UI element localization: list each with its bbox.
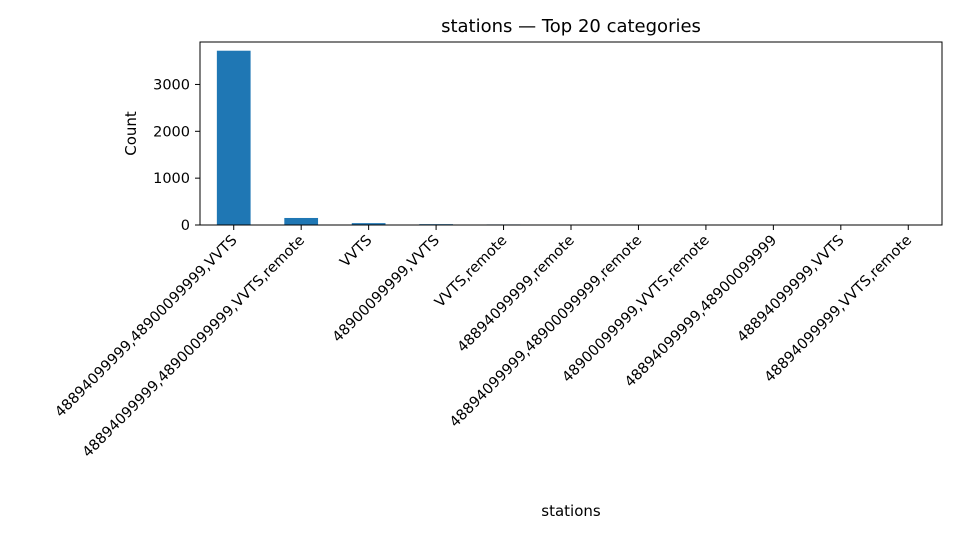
y-tick-label: 3000	[153, 77, 190, 93]
y-axis-label: Count	[122, 111, 140, 156]
plot-frame	[199, 41, 943, 226]
x-tick-label: 48894099999,remote	[455, 232, 578, 355]
chart-title: stations — Top 20 categories	[441, 16, 701, 37]
y-tick-label: 2000	[153, 124, 190, 140]
y-tick-label: 0	[181, 218, 190, 234]
x-tick-label: 48894099999,VVTS,remote	[762, 232, 915, 385]
bars	[216, 50, 926, 226]
x-tick-label: 48900099999,VVTS,remote	[559, 232, 712, 385]
x-axis-label: stations	[541, 502, 601, 520]
x-tick-label: VVTS	[337, 233, 375, 271]
y-tick-label: 1000	[153, 171, 190, 187]
x-axis: 48894099999,48900099999,VVTS48894099999,…	[52, 225, 915, 461]
bar	[351, 223, 386, 225]
bar	[284, 217, 319, 225]
bar	[216, 50, 251, 226]
y-axis: 0 1000 2000 3000	[153, 77, 200, 234]
